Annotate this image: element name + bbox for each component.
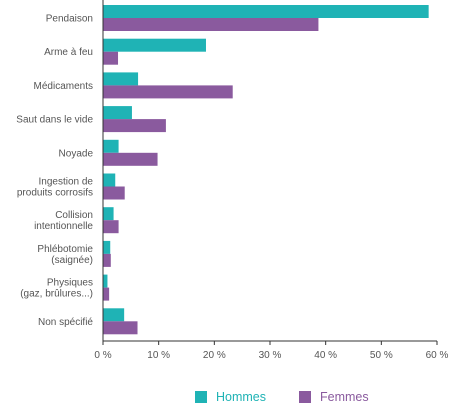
legend-label-femmes: Femmes: [320, 390, 369, 404]
x-tick-label-5: 50 %: [370, 350, 393, 361]
bar-femmes-6: [103, 220, 119, 234]
category-label-1: Arme à feu: [44, 47, 93, 58]
category-label-8: Physiques (gaz, brûlures...): [20, 278, 93, 300]
bar-hommes-1: [103, 38, 206, 52]
bar-hommes-9: [103, 308, 125, 322]
category-label-0: Pendaison: [46, 14, 93, 25]
x-tick-label-6: 60 %: [426, 350, 449, 361]
x-tick-label-3: 30 %: [259, 350, 282, 361]
x-tick-label-1: 10 %: [147, 350, 170, 361]
bar-femmes-0: [103, 18, 319, 31]
bar-femmes-1: [103, 51, 119, 65]
bar-femmes-7: [103, 253, 111, 267]
bar-hommes-5: [103, 173, 116, 187]
category-label-7: Phlébotomie (saignée): [37, 244, 93, 266]
legend-item-femmes: Femmes: [299, 390, 369, 404]
bar-hommes-6: [103, 207, 114, 221]
legend-label-hommes: Hommes: [216, 390, 267, 404]
legend: Hommes Femmes: [0, 390, 451, 406]
bar-hommes-8: [103, 274, 108, 288]
bar-hommes-4: [103, 139, 119, 153]
x-tick-label-0: 0 %: [94, 350, 111, 361]
legend-item-hommes: Hommes: [195, 390, 266, 404]
category-label-9: Non spécifié: [38, 317, 93, 328]
bar-femmes-3: [103, 119, 166, 133]
bar-hommes-0: [103, 5, 429, 18]
category-label-3: Saut dans le vide: [16, 115, 93, 126]
bar-femmes-5: [103, 186, 125, 200]
legend-swatch-femmes: [299, 391, 311, 403]
bar-femmes-2: [103, 85, 233, 99]
category-label-4: Noyade: [59, 148, 94, 159]
category-label-6: Collision intentionnelle: [34, 210, 93, 232]
x-tick-label-4: 40 %: [314, 350, 337, 361]
bar-femmes-9: [103, 321, 138, 335]
bar-femmes-8: [103, 287, 110, 301]
legend-swatch-hommes: [195, 391, 207, 403]
chart: Pendaison Arme à feu Médicaments Saut dans …: [16, 0, 449, 361]
bar-femmes-4: [103, 152, 158, 166]
x-tick-label-2: 20 %: [203, 350, 226, 361]
bar-hommes-7: [103, 240, 111, 254]
category-label-5: Ingestion de produits corrosifs: [17, 177, 94, 199]
category-label-2: Médicaments: [34, 81, 93, 92]
bar-hommes-3: [103, 106, 132, 120]
bar-hommes-2: [103, 72, 139, 86]
